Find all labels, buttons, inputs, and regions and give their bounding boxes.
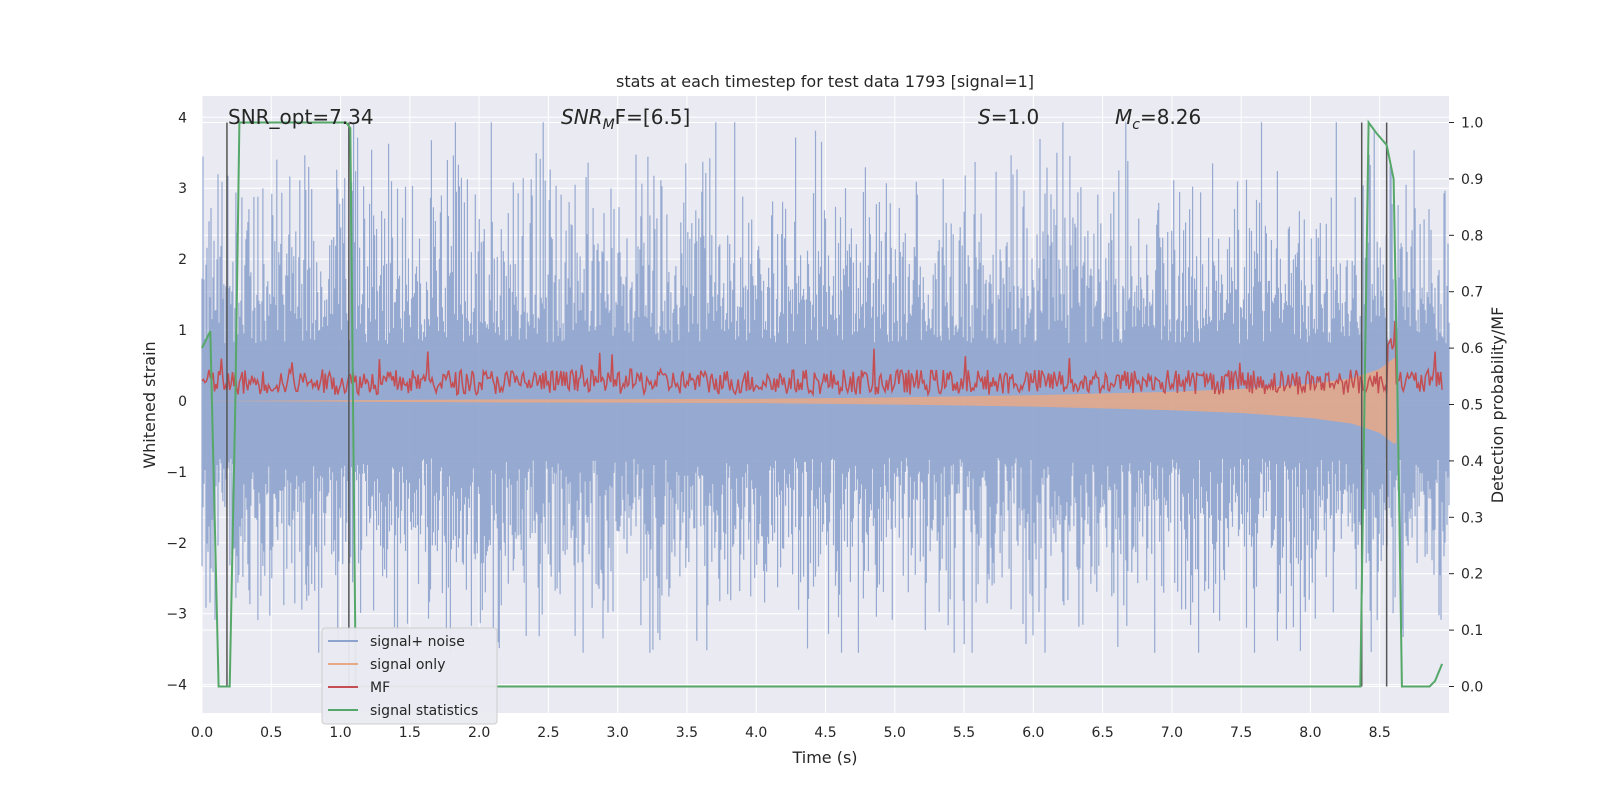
y-right-tick-label: 0.5 [1461,398,1483,414]
y-left-tick-label: 3 [178,181,187,197]
x-tick-label: 0.5 [260,725,282,741]
annotation-mc: Mc=8.26 [1115,105,1201,133]
x-tick-label: 2.0 [468,725,490,741]
x-tick-label: 3.0 [607,725,629,741]
x-tick-label: 3.5 [676,725,698,741]
x-tick-label: 2.5 [537,725,559,741]
y-right-tick-label: 0.4 [1461,454,1483,470]
x-tick-label: 4.5 [814,725,836,741]
x-tick-label: 1.5 [399,725,421,741]
x-tick-label: 1.0 [329,725,351,741]
annotation-s: S=1.0 [978,105,1039,129]
legend-label-signal-plus-noise: signal+ noise [370,634,465,650]
y-left-tick-label: −4 [166,678,187,694]
y-axis-label-right: Detection probability/MF [1488,307,1507,504]
y-right-tick-label: 0.7 [1461,285,1483,301]
y-left-tick-label: 4 [178,110,187,126]
y-right-tick-label: 0.3 [1461,510,1483,526]
y-right-tick-label: 0.6 [1461,341,1483,357]
x-tick-label: 8.0 [1299,725,1321,741]
x-tick-label: 6.0 [1022,725,1044,741]
signal-statistics-trace [201,119,1444,688]
y-right-tick-label: 0.0 [1461,679,1483,695]
y-left-tick-label: −2 [166,536,187,552]
y-left-tick-label: 1 [178,323,187,339]
ticks: 0.0 0.5 1.0 1.5 2.0 2.5 3.0 3.5 4.0 4.5 5.0 5.5 6.0 6… [166,110,1483,741]
legend-label-signal-statistics: signal statistics [370,703,478,719]
x-tick-label: 0.0 [191,725,213,741]
mf-trace [201,320,1443,398]
legend-label-mf: MF [370,680,390,696]
y-left-tick-label: 0 [178,394,187,410]
annotation-snr-opt: SNR_opt=7.34 [228,105,374,129]
x-tick-label: 7.5 [1230,725,1252,741]
y-right-tick-label: 0.8 [1461,228,1483,244]
y-axis-label-left: Whitened strain [140,341,159,468]
annotation-snr-mf: SNRMF=[6.5] [561,105,690,133]
legend-label-signal-only: signal only [370,657,445,673]
signal-only-trace [202,358,1397,444]
y-right-tick-label: 0.1 [1461,623,1483,639]
series-signal-statistics [201,119,1444,688]
legend: signal+ noise signal only MF signal stat… [321,627,498,725]
x-tick-label: 5.0 [884,725,906,741]
chart-title: stats at each timestep for test data 179… [616,72,1034,91]
y-right-tick-label: 0.2 [1461,567,1483,583]
x-tick-label: 8.5 [1369,725,1391,741]
y-right-tick-label: 1.0 [1461,116,1483,132]
x-tick-label: 5.5 [953,725,975,741]
x-tick-label: 7.0 [1161,725,1183,741]
x-tick-label: 4.0 [745,725,767,741]
x-tick-label: 6.5 [1091,725,1113,741]
legend-box [321,627,498,725]
x-axis-label: Time (s) [791,748,857,767]
series-mf [201,320,1443,398]
y-left-tick-label: 2 [178,252,187,268]
y-left-tick-label: −3 [166,607,187,623]
y-right-tick-label: 0.9 [1461,172,1483,188]
y-left-tick-label: −1 [166,465,187,481]
series-signal-only [202,358,1397,444]
